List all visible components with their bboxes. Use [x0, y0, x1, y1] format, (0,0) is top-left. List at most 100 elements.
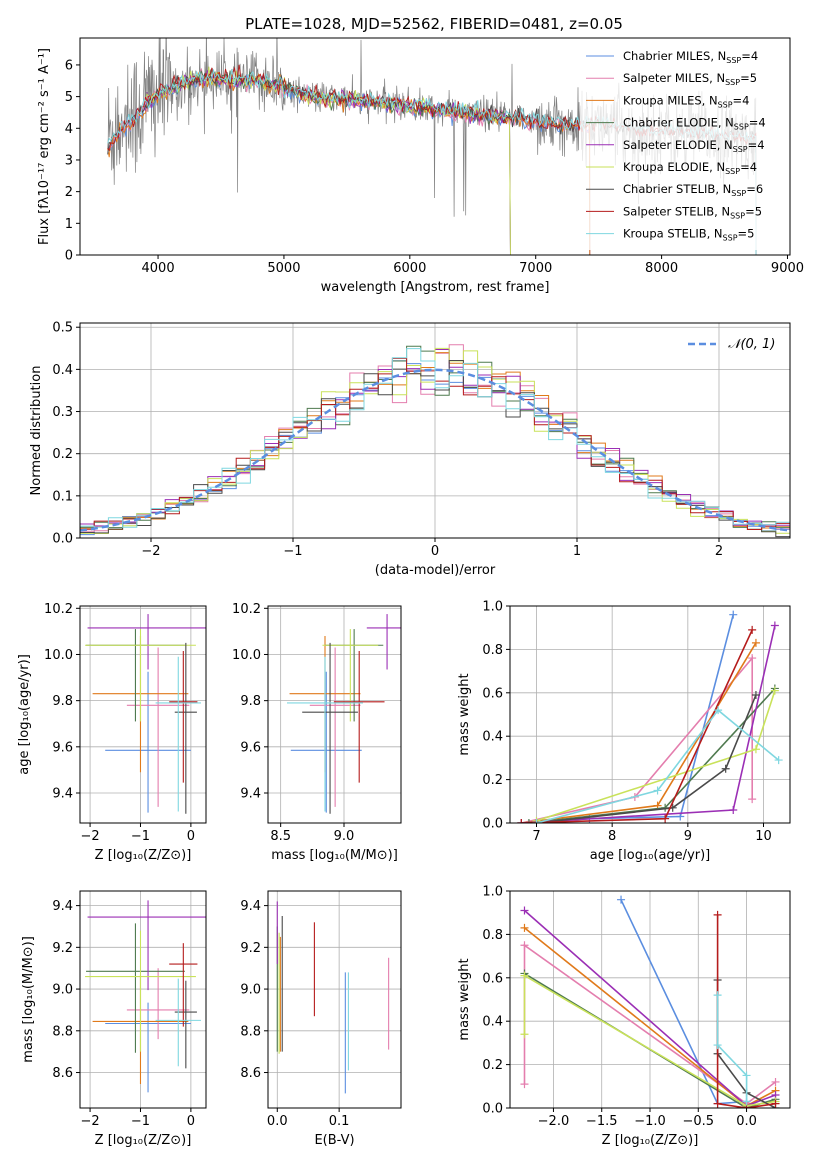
weight-marker-kroupa-elodie: [520, 971, 529, 980]
mass_vs_Z-xtick-label: −2: [80, 1114, 99, 1129]
weight-marker-salpeter-elodie: [520, 906, 529, 915]
legend-entry: Chabrier STELIB, NSSP=6: [623, 182, 763, 198]
weight-marker-kroupa-stelib: [742, 1097, 751, 1106]
weight_vs_Z-ylabel: mass weight: [457, 958, 472, 1040]
weight_vs_age-xtick-label: 9: [684, 829, 692, 844]
weight-marker-chabrier-miles: [617, 895, 626, 904]
spectrum-legend: Chabrier MILES, NSSP=4 Salpeter MILES, NS…: [580, 42, 785, 250]
age_vs_Z-ytick-label: 9.4: [52, 786, 73, 801]
weight_vs_age-ytick-label: 0.8: [482, 643, 503, 658]
weight-marker-chabrier-elodie: [524, 819, 533, 823]
residuals-xtick-label: 0: [431, 544, 439, 559]
weight_vs_Z-ytick-label: 0.4: [482, 1015, 503, 1030]
mass_vs_Z-ytick-label: 9.4: [52, 899, 73, 914]
residuals-xtick-label: −2: [141, 544, 160, 559]
age_vs_Z-frame: [79, 605, 207, 824]
residuals-xlabel: (data-model)/error: [375, 563, 496, 578]
weight_vs_age-ytick-label: 0.0: [482, 817, 503, 832]
mass_vs_Z-data: [85, 900, 206, 1093]
age_vs_mass-ytick-label: 10.0: [232, 648, 261, 663]
residuals-xtick-label: −1: [283, 544, 302, 559]
age_vs_mass-plot: 8.5 9.0 9.4 9.6 9.8 10.0 10.2 mass [log₁₀(M/M⊙)…: [232, 602, 402, 863]
weight_vs_age-xtick-label: 10: [755, 829, 772, 844]
weight-marker-salpeter-stelib: [517, 819, 526, 823]
age_vs_Z-xlabel: Z [log₁₀(Z/Z⊙)]: [95, 848, 192, 863]
spectrum-ytick-label: 0: [65, 249, 73, 264]
mass_vs_ebv-ytick-label: 9.0: [240, 983, 261, 998]
weight_vs_age-ytick-label: 0.2: [482, 773, 503, 788]
weight-marker-salpeter-miles: [748, 795, 757, 804]
weight-line-kroupa-stelib: [716, 995, 748, 1102]
spectrum-xtick-label: 8000: [645, 261, 678, 276]
legend-entry: Kroupa STELIB, NSSP=5: [623, 227, 754, 243]
mass_vs_Z-plot: −2 −1 0 8.6 8.8 9.0 9.2 9.4 Z [log₁₀(Z/Z⊙)] mass …: [21, 890, 207, 1148]
spectrum-xtick-label: 6000: [393, 261, 426, 276]
age_vs_Z-ytick-label: 10.2: [44, 602, 73, 617]
spectrum-ylabel: Flux [fλ10⁻¹⁷ erg cm⁻² s⁻¹ A⁻¹]: [37, 48, 52, 245]
age_vs_Z-data: [85, 614, 206, 814]
mass_vs_ebv-ytick-label: 8.6: [240, 1066, 261, 1081]
weight-marker-salpeter-miles: [771, 1077, 780, 1086]
weight_vs_Z-xlabel: Z [log₁₀(Z/Z⊙)]: [602, 1133, 699, 1148]
mass_vs_ebv-xlabel: E(B-V): [314, 1133, 354, 1148]
mass_vs_ebv-plot: 0.0 0.1 8.6 8.8 9.0 9.2 9.4 E(B-V): [240, 890, 402, 1148]
age_vs_Z-xtick-label: −1: [131, 829, 150, 844]
weight_vs_Z-xtick-label: −0.5: [682, 1114, 714, 1129]
model-spectrum-kroupa-elodie: [145, 66, 511, 255]
weight-marker-salpeter-elodie: [729, 805, 738, 814]
mass_vs_Z-ytick-label: 9.2: [52, 941, 73, 956]
age_vs_Z-xtick-label: 0: [187, 829, 195, 844]
age_vs_mass-ytick-label: 9.4: [240, 786, 261, 801]
mass_vs_Z-xtick-label: −1: [131, 1114, 150, 1129]
weight_vs_Z-ytick-label: 1.0: [482, 885, 503, 900]
mass_vs_ebv-ytick-label: 8.8: [240, 1024, 261, 1039]
residuals-ytick-label: 0.4: [52, 363, 73, 378]
residuals-ytick-label: 0.1: [52, 489, 73, 504]
residuals-ytick-label: 0.5: [52, 321, 73, 336]
weight-marker-kroupa-stelib: [713, 991, 722, 1000]
weight_vs_age-frame: [509, 605, 791, 824]
weight-marker-kroupa-stelib: [653, 786, 662, 795]
legend-entry: Salpeter MILES, NSSP=5: [623, 71, 757, 87]
weight-marker-salpeter-stelib: [771, 1099, 780, 1108]
mass_vs_ebv-data: [276, 901, 390, 1094]
weight_vs_Z-ytick-label: 0.6: [482, 971, 503, 986]
weight_vs_Z-ytick-label: 0.0: [482, 1102, 503, 1117]
weight_vs_Z-plot: −2.0 −1.5 −1.0 −0.5 0.0 0.0 0.2 0.4 0.6 0.8 1.0 Z […: [457, 885, 791, 1148]
weight-marker-kroupa-elodie: [770, 686, 779, 695]
mass_vs_Z-xlabel: Z [log₁₀(Z/Z⊙)]: [95, 1133, 192, 1148]
age_vs_mass-ytick-label: 9.6: [240, 740, 261, 755]
age_vs_mass-data: [287, 614, 401, 814]
weight-marker-kroupa-stelib: [714, 706, 723, 715]
mass_vs_Z-ylabel: mass [log₁₀(M/M⊙)]: [21, 936, 36, 1063]
weight_vs_Z-xtick-label: 0.0: [736, 1114, 757, 1129]
residuals-data: [80, 344, 790, 538]
weight-marker-salpeter-elodie: [770, 621, 779, 630]
age_vs_mass-ytick-label: 10.2: [232, 602, 261, 617]
spectrum-xlabel: wavelength [Angstrom, rest frame]: [321, 280, 550, 295]
spectrum-ytick-label: 3: [65, 153, 73, 168]
residuals-xtick-label: 2: [715, 544, 723, 559]
normal-reference-curve: [80, 368, 788, 532]
spectrum-xtick-label: 4000: [142, 261, 175, 276]
mass_vs_Z-xtick-label: 0: [187, 1114, 195, 1129]
weight-marker-salpeter-stelib: [661, 814, 670, 823]
spectrum-xtick-label: 9000: [771, 261, 804, 276]
mass_vs_Z-ytick-label: 9.0: [52, 983, 73, 998]
spectrum-ytick-label: 2: [65, 185, 73, 200]
weight_vs_Z-ytick-label: 0.8: [482, 928, 503, 943]
weight_vs_age-ytick-label: 0.6: [482, 686, 503, 701]
weight-marker-kroupa-stelib: [713, 1041, 722, 1050]
spectrum-ytick-label: 5: [65, 90, 73, 105]
mass_vs_Z-ytick-label: 8.8: [52, 1024, 73, 1039]
residuals-ytick-label: 0.3: [52, 405, 73, 420]
weight_vs_Z-xtick-label: −2.0: [538, 1114, 570, 1129]
age_vs_Z-plot: −2 −1 0 9.4 9.6 9.8 10.0 10.2 Z [log₁₀(Z/Z⊙)] age…: [17, 602, 207, 863]
age_vs_Z-ytick-label: 10.0: [44, 648, 73, 663]
residuals-ytick-label: 0.2: [52, 447, 73, 462]
weight-line-kroupa-stelib: [536, 709, 780, 823]
weight-line-chabrier-stelib: [536, 694, 757, 823]
legend-entry: 𝒩(0, 1): [728, 337, 775, 352]
age_vs_Z-ylabel: age [log₁₀(age/yr)]: [17, 654, 32, 775]
age_vs_Z-xtick-label: −2: [80, 829, 99, 844]
